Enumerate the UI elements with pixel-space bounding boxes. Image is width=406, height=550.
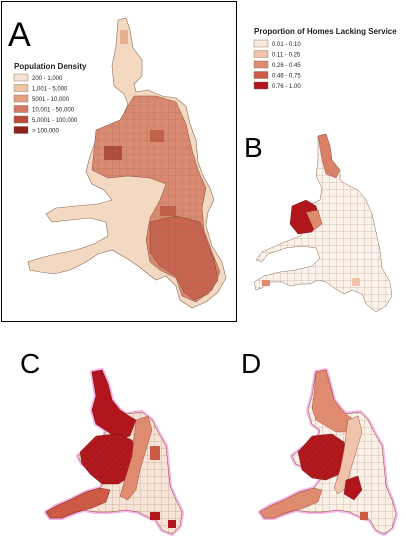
map-c-tract-south (150, 512, 160, 520)
legend-population-density: Population Density 200 - 1,000 1,001 - 5,… (13, 62, 87, 135)
map-a-north-tract (120, 30, 128, 44)
legend-homes-lacking-service-title: Proportion of Homes Lacking Service (254, 27, 397, 36)
legend-homes-lacking-service: Proportion of Homes Lacking Service 0.01… (253, 27, 397, 90)
legend-population-density-item-swatch (13, 94, 29, 103)
legend-population-density-item-label: 1,001 - 5,000 (32, 87, 68, 93)
legend-population-density-item-label: 5001 - 10,000 (32, 97, 70, 103)
legend-homes-lacking-service-item-swatch (253, 50, 269, 58)
map-b-tract-west (262, 280, 270, 286)
panel-d-label: D (241, 348, 261, 379)
map-c-tract-southeast (168, 520, 176, 528)
map-d-west-arm (259, 487, 323, 519)
legend-population-density-item-swatch (13, 105, 29, 113)
legend-homes-lacking-service-item-label: 0.76 - 1.00 (272, 84, 301, 90)
map-c-west-block-texture (80, 434, 138, 484)
map-d-south-cluster (343, 475, 363, 501)
map-b-west-cluster-edge (305, 209, 323, 231)
map-c-west-arm (45, 487, 111, 519)
map-c (44, 368, 184, 536)
map-b-tract-south (352, 278, 360, 286)
map-b-tracts (254, 134, 392, 312)
map-a (27, 17, 227, 309)
panel-b-label: B (244, 132, 263, 163)
map-c-tract-east (150, 446, 160, 460)
map-a-tracts (92, 96, 220, 302)
panel-a-label: A (8, 16, 31, 54)
legend-population-density-title: Population Density (14, 62, 87, 71)
map-c-central-spine (119, 415, 153, 501)
map-d-tract-south (360, 512, 368, 520)
legend-population-density-item-swatch (13, 84, 29, 92)
map-b-north-strip (317, 133, 341, 179)
legend-homes-lacking-service-item-label: 0.01 - 0.10 (272, 42, 301, 48)
map-d-west-block-texture (298, 434, 348, 480)
map-a-dense-tract (150, 130, 164, 142)
panel-c-label: C (20, 348, 40, 379)
map-c-north-strip (91, 369, 137, 441)
legend-population-density-item-label: 10,001 - 50,000 (32, 108, 75, 114)
legend-homes-lacking-service-item-label: 0.11 - 0.25 (272, 53, 301, 59)
legend-homes-lacking-service-item-swatch (253, 71, 269, 79)
legend-homes-lacking-service-item-swatch (253, 60, 269, 69)
legend-population-density-item-swatch (13, 115, 29, 124)
map-d (258, 368, 398, 536)
panel-a-frame (1, 1, 237, 322)
map-d-central-spine (333, 415, 363, 495)
legend-population-density-item-label: > 100,000 (32, 129, 60, 135)
legend-population-density-item-swatch (13, 73, 29, 82)
map-b (253, 133, 393, 313)
legend-population-density-item-label: 5,0001 - 100,000 (32, 118, 78, 124)
legend-population-density-item-swatch (13, 126, 29, 134)
legend-homes-lacking-service-item-label: 0.46 - 0.75 (272, 74, 301, 80)
legend-population-density-item-label: 200 - 1,000 (32, 76, 63, 82)
legend-homes-lacking-service-item-swatch (253, 81, 269, 90)
map-a-dense-tract (104, 146, 122, 160)
legend-homes-lacking-service-item-swatch (253, 39, 269, 48)
map-a-dense-tract (160, 206, 176, 216)
legend-homes-lacking-service-item-label: 0.26 - 0.45 (272, 63, 301, 69)
